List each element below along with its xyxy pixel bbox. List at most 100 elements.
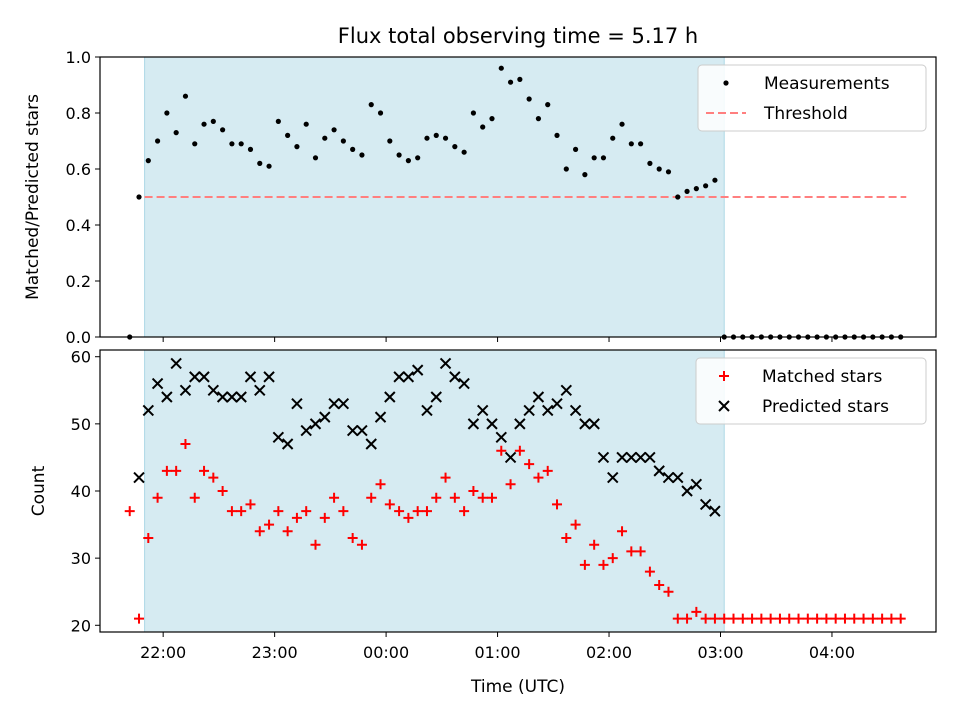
measurement-point [572,146,579,152]
predicted-star-point [291,398,303,410]
matched-star-point [375,479,386,490]
matched-star-point [171,465,182,476]
matched-star-point [839,613,850,624]
matched-star-point [152,492,163,503]
matched-star-point [496,445,507,456]
measurement-point [377,110,384,116]
x-axis-label: Time (UTC) [470,677,565,697]
matched-star-point [626,546,637,557]
y-tick-label: 0.2 [66,272,91,291]
predicted-star-point [616,451,628,464]
bottom-panel: 20 30 40 50 60 22:00 23:00 00:00 01:00 02:00 03:00… [29,348,937,697]
matched-star-point [812,613,823,624]
predicted-star-point [569,404,582,417]
matched-star-point [682,613,693,624]
measurement-point [489,116,495,122]
matched-star-point [784,613,795,624]
measurement-point [535,116,542,122]
y-tick-label: 20 [71,616,91,635]
predicted-star-point [560,384,573,396]
matched-star-point [774,613,785,624]
matched-star-point [236,506,247,517]
matched-star-point [635,546,646,557]
measurement-point [526,96,532,102]
measurement-point [210,118,216,124]
predicted-star-point [384,391,396,403]
measurement-point [182,93,189,99]
matched-star-point [709,613,720,624]
matched-star-point [802,613,813,624]
predicted-star-point [430,391,442,403]
measurement-point [405,158,411,164]
matched-star-point [477,492,488,503]
matched-star-point [245,499,256,510]
matched-star-point [366,492,377,503]
predicted-star-point [207,384,220,396]
matched-star-point [505,479,516,490]
matched-star-point [607,553,618,564]
predicted-star-point [356,424,368,437]
measurement-point [563,166,569,172]
measurement-point [638,141,644,147]
y-tick-label: 0.6 [66,160,91,179]
matched-star-point [570,519,581,530]
measurement-point [350,146,356,152]
y-tick-label: 0.0 [66,328,91,347]
predicted-star-point [151,377,164,390]
measurement-point [415,155,421,161]
predicted-star-point [449,371,461,383]
matched-star-point [273,506,284,517]
predicted-star-point [254,384,266,396]
matched-star-point [886,613,897,624]
predicted-star-point [179,384,192,396]
matched-star-point [421,506,432,517]
predicted-star-point [421,404,433,417]
x-tick-label: 23:00 [252,643,298,662]
matched-star-point [579,559,590,570]
measurement-point [424,135,430,141]
measurement-point [294,144,300,150]
predicted-star-point [281,438,294,450]
legend-label: Measurements [764,74,890,94]
matched-star-point [347,533,358,543]
y-tick-label: 0.8 [66,104,91,123]
matched-star-point [793,613,804,624]
predicted-star-point [551,398,563,410]
predicted-star-point [309,418,322,430]
measurement-point [173,130,179,136]
matched-star-point [617,526,628,537]
matched-star-point [663,586,674,597]
predicted-star-point [439,357,452,370]
top-panel: 0.0 0.2 0.4 0.6 0.8 1.0 Matched/Predicted star… [23,48,937,347]
predicted-star-point [189,371,201,383]
measurement-point [136,194,142,200]
legend-box [697,64,927,132]
predicted-star-point [161,391,173,403]
legend-marker-measurements [723,80,729,86]
predicted-star-point [597,451,610,464]
matched-star-point [858,613,869,624]
measurement-point [433,132,439,138]
measurement-point [322,135,328,141]
predicted-star-point [625,451,638,464]
predicted-star-point [532,391,545,403]
matched-star-point [356,539,367,550]
y-tick-label: 0.4 [66,216,91,235]
matched-star-point [440,472,451,483]
matched-star-point [329,492,340,503]
predicted-star-point [709,505,721,517]
matched-star-point [449,492,460,503]
measurement-point [470,110,477,116]
measurement-point [201,121,207,127]
measurement-point [675,194,681,200]
x-tick-label: 22:00 [140,643,186,662]
predicted-star-point [142,404,155,417]
matched-star-point [821,613,832,624]
measurement-point [154,138,161,144]
measurement-point [684,188,690,194]
predicted-star-point [690,478,703,490]
predicted-star-point [579,418,591,430]
measurement-point [628,141,634,147]
matched-star-point [124,506,135,517]
matched-star-point [412,506,423,517]
